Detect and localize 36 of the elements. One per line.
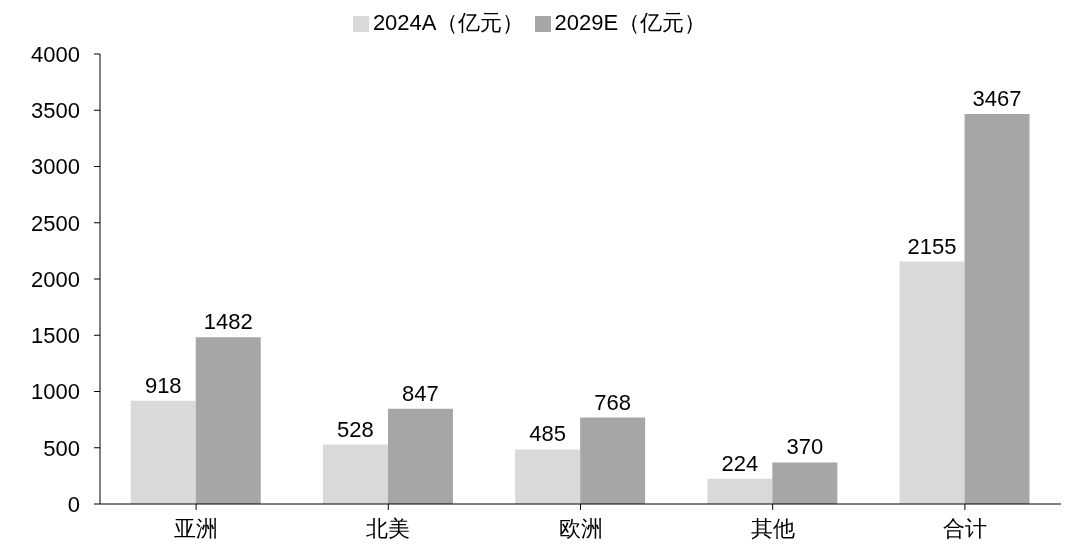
x-tick-label: 欧洲 (558, 515, 603, 541)
x-tick-label: 北美 (366, 515, 411, 541)
data-label: 485 (529, 421, 567, 447)
y-tick-label: 4000 (31, 41, 80, 67)
y-tick-label: 2500 (31, 210, 80, 236)
x-tick-label: 其他 (750, 515, 795, 541)
data-label: 3467 (972, 85, 1022, 111)
y-tick-label: 2000 (31, 266, 80, 292)
y-tick-label: 0 (67, 491, 80, 517)
data-label: 224 (721, 450, 759, 476)
y-tick-label: 1000 (31, 379, 80, 405)
y-tick-label: 3500 (31, 98, 80, 124)
legend-label: 2024A（亿元） (372, 10, 525, 35)
bar (195, 337, 261, 504)
x-tick-label: 合计 (942, 515, 987, 541)
bar (580, 417, 646, 504)
y-tick-label: 3000 (31, 154, 80, 180)
data-label: 847 (402, 380, 439, 406)
bar (322, 444, 388, 504)
bar (772, 462, 838, 504)
bar (964, 113, 1030, 504)
data-label: 1482 (203, 309, 253, 335)
data-label: 528 (337, 416, 374, 442)
bar (387, 408, 453, 504)
x-tick-label: 亚洲 (174, 515, 219, 541)
legend-label: 2029E（亿元） (554, 10, 707, 35)
y-tick-label: 1500 (31, 323, 80, 349)
data-label: 768 (594, 389, 632, 415)
bar (130, 400, 196, 504)
bar (515, 449, 581, 504)
bar (707, 478, 773, 504)
data-label: 2155 (907, 233, 957, 259)
bar (899, 261, 965, 504)
y-tick-label: 500 (43, 435, 80, 461)
data-label: 370 (786, 434, 824, 460)
data-label: 918 (144, 372, 182, 398)
